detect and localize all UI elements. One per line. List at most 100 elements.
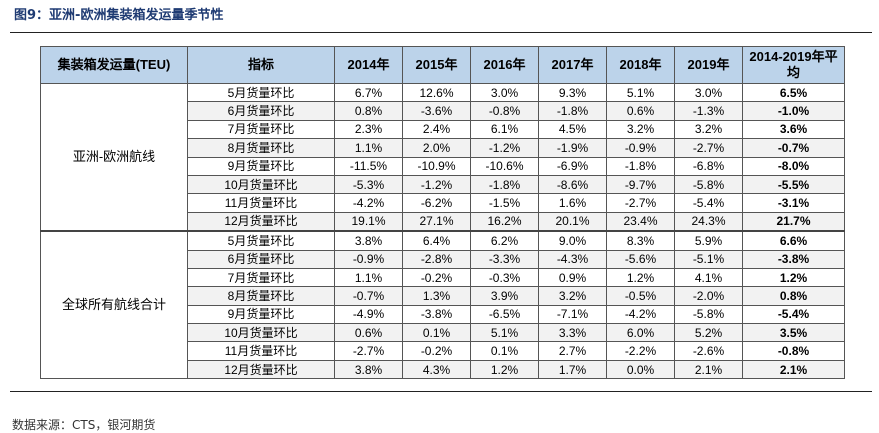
value-cell: -5.8% (674, 304, 743, 325)
value-cell: 24.3% (674, 211, 743, 232)
table-row: 9月货量环比 -4.9% -3.8% -6.5% -7.1% -4.2% -5.8% -5.4… (41, 304, 845, 325)
metric-cell: 6月货量环比 (187, 101, 335, 121)
value-cell: 6.0% (606, 323, 675, 343)
average-cell: -1.0% (742, 101, 845, 121)
average-cell: -0.7% (742, 138, 845, 158)
value-cell: -1.3% (674, 101, 743, 121)
value-cell: 1.2% (606, 267, 675, 288)
value-cell: -3.3% (470, 249, 539, 269)
metric-cell: 11月货量环比 (187, 193, 335, 213)
value-cell: -0.9% (334, 249, 403, 269)
value-cell: -2.7% (334, 341, 403, 361)
table-row: 6月货量环比 0.8% -3.6% -0.8% -1.8% 0.6% -1.3% -1.0% (41, 101, 845, 121)
value-cell: -1.2% (470, 138, 539, 158)
value-cell: 1.1% (334, 138, 403, 158)
table-row: 12月货量环比 3.8% 4.3% 1.2% 1.7% 0.0% 2.1% 2.1% (41, 359, 845, 380)
metric-cell: 12月货量环比 (187, 359, 335, 380)
value-cell: 1.6% (538, 193, 607, 213)
average-cell: 6.6% (742, 230, 845, 251)
value-cell: 5.1% (606, 82, 675, 103)
value-cell: 3.0% (470, 82, 539, 103)
table-row: 10月货量环比 0.6% 0.1% 5.1% 3.3% 6.0% 5.2% 3.5% (41, 323, 845, 343)
average-cell: 21.7% (742, 211, 845, 232)
value-cell: 2.3% (334, 119, 403, 140)
value-cell: -4.2% (334, 193, 403, 213)
value-cell: 0.9% (538, 267, 607, 288)
value-cell: 3.8% (334, 359, 403, 380)
value-cell: 4.1% (674, 267, 743, 288)
value-cell: -4.2% (606, 304, 675, 325)
value-cell: 0.6% (334, 323, 403, 343)
group-label: 全球所有航线合计 (40, 230, 188, 380)
value-cell: 20.1% (538, 211, 607, 232)
value-cell: 8.3% (606, 230, 675, 251)
value-cell: -9.7% (606, 174, 675, 195)
header-cell: 2017年 (538, 46, 607, 84)
value-cell: -0.2% (402, 267, 471, 288)
value-cell: 12.6% (402, 82, 471, 103)
value-cell: -2.7% (606, 193, 675, 213)
value-cell: -5.4% (674, 193, 743, 213)
metric-cell: 6月货量环比 (187, 249, 335, 269)
average-cell: -3.1% (742, 193, 845, 213)
metric-cell: 11月货量环比 (187, 341, 335, 361)
source-note: 数据来源：CTS，银河期货 (12, 418, 156, 432)
average-cell: 1.2% (742, 267, 845, 288)
header-cell: 2014-2019年平均 (742, 46, 845, 84)
value-cell: 19.1% (334, 211, 403, 232)
value-cell: 0.6% (606, 101, 675, 121)
average-cell: -5.5% (742, 174, 845, 195)
table-row: 亚洲-欧洲航线 5月货量环比 6.7% 12.6% 3.0% 9.3% 5.1% 3.0% 6.… (40, 82, 845, 232)
value-cell: 1.3% (402, 286, 471, 306)
metric-cell: 8月货量环比 (187, 286, 335, 306)
value-cell: -6.8% (674, 156, 743, 176)
value-cell: 27.1% (402, 211, 471, 232)
value-cell: -6.2% (402, 193, 471, 213)
header-cell: 2016年 (470, 46, 539, 84)
value-cell: -8.6% (538, 174, 607, 195)
value-cell: -6.9% (538, 156, 607, 176)
metric-cell: 10月货量环比 (187, 323, 335, 343)
value-cell: -4.9% (334, 304, 403, 325)
value-cell: 3.8% (334, 230, 403, 251)
value-cell: 3.0% (674, 82, 743, 103)
value-cell: 5.9% (674, 230, 743, 251)
metric-cell: 12月货量环比 (187, 211, 335, 232)
average-cell: -3.8% (742, 249, 845, 269)
value-cell: -0.8% (470, 101, 539, 121)
value-cell: -2.0% (674, 286, 743, 306)
value-cell: 6.1% (470, 119, 539, 140)
header-row: 集装箱发运量(TEU) 指标 2014年 2015年 2016年 2017年 2… (40, 46, 845, 84)
value-cell: 3.9% (470, 286, 539, 306)
value-cell: -4.3% (538, 249, 607, 269)
value-cell: -5.3% (334, 174, 403, 195)
value-cell: -5.1% (674, 249, 743, 269)
group-label: 亚洲-欧洲航线 (40, 83, 188, 232)
value-cell: -0.2% (402, 341, 471, 361)
table-row: 12月货量环比 19.1% 27.1% 16.2% 20.1% 23.4% 24.3% 21.… (41, 211, 845, 232)
metric-cell: 5月货量环比 (187, 82, 335, 103)
metric-cell: 5月货量环比 (187, 230, 335, 251)
value-cell: 6.2% (470, 230, 539, 251)
top-rule (10, 32, 872, 33)
value-cell: 2.0% (402, 138, 471, 158)
value-cell: 6.7% (334, 82, 403, 103)
value-cell: -5.6% (606, 249, 675, 269)
metric-cell: 7月货量环比 (187, 119, 335, 140)
value-cell: 9.3% (538, 82, 607, 103)
value-cell: -6.5% (470, 304, 539, 325)
header-cell: 集装箱发运量(TEU) (40, 46, 188, 84)
value-cell: 23.4% (606, 211, 675, 232)
average-cell: 3.5% (742, 323, 845, 343)
value-cell: -1.5% (470, 193, 539, 213)
value-cell: 3.3% (538, 323, 607, 343)
value-cell: -2.6% (674, 341, 743, 361)
value-cell: -0.3% (470, 267, 539, 288)
figure-title: 图9：亚洲-欧洲集装箱发运量季节性 (14, 8, 224, 23)
metric-cell: 10月货量环比 (187, 174, 335, 195)
header-cell: 2015年 (402, 46, 471, 84)
value-cell: -0.5% (606, 286, 675, 306)
table-row: 8月货量环比 1.1% 2.0% -1.2% -1.9% -0.9% -2.7% -0.7% (41, 138, 845, 158)
value-cell: 0.1% (402, 323, 471, 343)
value-cell: 0.0% (606, 359, 675, 380)
